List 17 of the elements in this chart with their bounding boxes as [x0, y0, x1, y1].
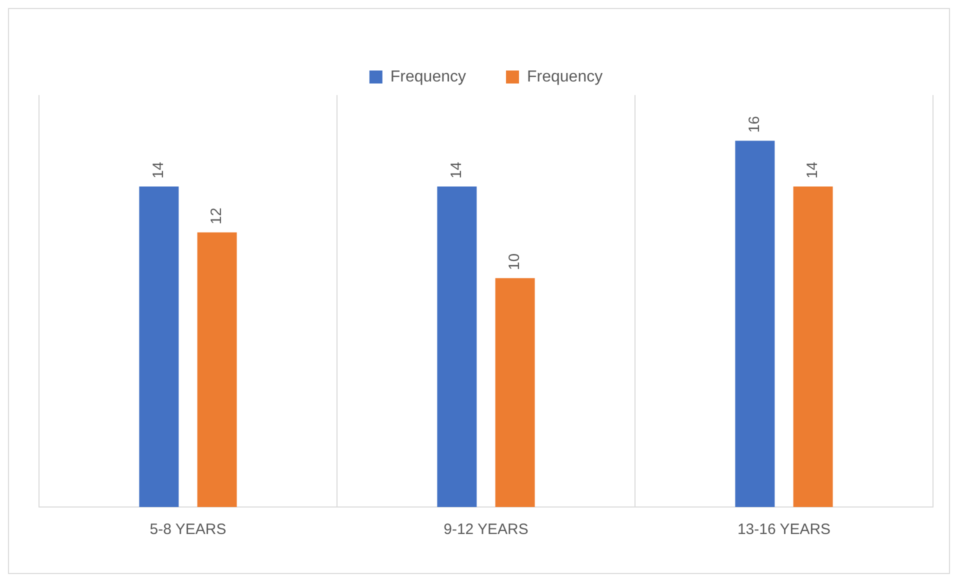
data-label: 12: [208, 208, 226, 224]
bar: [197, 232, 237, 507]
x-tick-label: 5-8 YEARS: [150, 521, 226, 538]
bar: [437, 186, 477, 507]
bar: [735, 140, 775, 507]
x-tick-label: 13-16 YEARS: [737, 521, 831, 538]
data-label: 10: [506, 253, 524, 270]
bar: [495, 278, 535, 507]
bar: [793, 186, 833, 507]
data-label: 14: [150, 162, 168, 179]
data-label: 14: [448, 162, 466, 179]
x-tick-label: 9-12 YEARS: [444, 521, 528, 538]
bar: [139, 186, 179, 507]
legend-label: Frequency: [390, 68, 466, 86]
legend-label: Frequency: [527, 68, 603, 86]
data-label: 16: [746, 116, 764, 133]
data-label: 14: [804, 162, 822, 179]
